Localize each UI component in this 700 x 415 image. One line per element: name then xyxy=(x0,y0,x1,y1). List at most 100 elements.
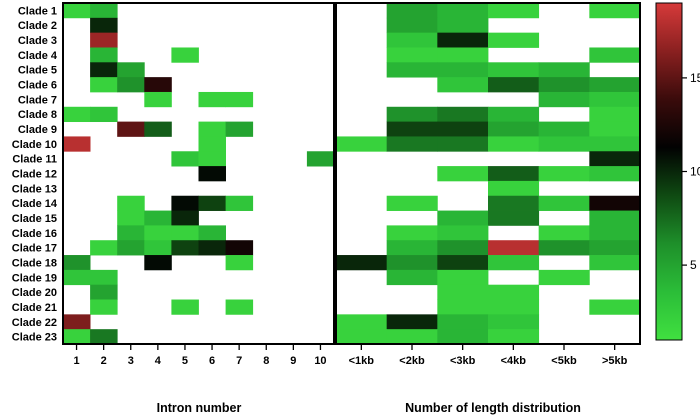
intron-heatmap-cell xyxy=(198,151,226,167)
intron-heatmap-cell xyxy=(117,195,145,211)
row-label: Clade 11 xyxy=(12,154,57,166)
intron-heatmap-cell xyxy=(117,121,145,137)
length-heatmap-cell xyxy=(336,136,388,152)
intron-heatmap-cell xyxy=(90,3,118,19)
intron-heatmap-cell xyxy=(171,47,199,63)
intron-heatmap-cell xyxy=(63,255,91,271)
length-heatmap-cell xyxy=(386,62,438,78)
intron-heatmap-cell xyxy=(90,240,118,256)
length-heatmap-cell xyxy=(538,225,590,241)
length-heatmap-cell xyxy=(488,240,540,256)
length-distribution-panel xyxy=(336,3,641,345)
row-labels: Clade 1 Clade 2 Clade 3 Clade 4 Clade 5 Clade… xyxy=(12,5,58,343)
length-heatmap-cell xyxy=(437,3,489,19)
intron-heatmap-cell xyxy=(63,106,91,123)
intron-tick-label: 9 xyxy=(290,355,296,367)
intron-heatmap-cell xyxy=(171,240,199,256)
length-tick-label: <5kb xyxy=(551,355,577,367)
length-heatmap-cell xyxy=(538,195,590,211)
length-heatmap-cell xyxy=(538,62,590,78)
intron-heatmap-cell xyxy=(90,329,118,345)
row-label: Clade 14 xyxy=(12,198,58,210)
length-tick-label: <1kb xyxy=(349,355,375,367)
length-heatmap-cell xyxy=(386,136,438,152)
intron-heatmap-cell xyxy=(171,151,199,167)
intron-heatmap-cell xyxy=(198,121,226,137)
length-heatmap-cell xyxy=(488,106,540,123)
intron-heatmap-cell xyxy=(198,240,226,256)
intron-heatmap-cell xyxy=(144,225,172,241)
intron-heatmap-cell xyxy=(63,3,91,19)
row-label: Clade 8 xyxy=(18,109,57,121)
row-label: Clade 2 xyxy=(18,20,57,32)
length-heatmap-cell xyxy=(386,255,438,271)
length-heatmap-cell xyxy=(437,106,489,123)
intron-heatmap-cell xyxy=(63,329,91,345)
intron-heatmap-cell xyxy=(171,299,199,315)
intron-tick-label: 7 xyxy=(236,355,242,367)
length-heatmap-cell xyxy=(538,166,590,182)
length-heatmap-cell xyxy=(488,62,540,78)
intron-number-panel xyxy=(63,3,335,345)
length-heatmap-cell xyxy=(589,91,641,108)
x-tick-marks: 1 2 3 4 5 6 7 8 9 10 <1kb <2kb <3kb <4kb <5kb >5kb xyxy=(73,344,628,367)
colorbar xyxy=(655,2,683,341)
intron-heatmap-cell xyxy=(117,225,145,241)
length-heatmap-cell xyxy=(589,166,641,182)
length-heatmap-cell xyxy=(437,240,489,256)
row-label: Clade 20 xyxy=(12,287,57,299)
intron-heatmap-cell xyxy=(117,62,145,78)
length-heatmap-cell xyxy=(386,106,438,123)
intron-heatmap-cell xyxy=(198,166,226,182)
row-label: Clade 23 xyxy=(12,332,57,344)
intron-heatmap-cell xyxy=(225,121,254,137)
length-heatmap-cell xyxy=(589,121,641,137)
intron-tick-label: 4 xyxy=(155,355,162,367)
length-heatmap-cell xyxy=(488,210,540,226)
length-heatmap-cell xyxy=(589,195,641,211)
length-heatmap-cell xyxy=(437,329,489,345)
colorbar-tick-label: 15 xyxy=(690,71,700,85)
length-heatmap-cell xyxy=(386,47,438,63)
row-label: Clade 12 xyxy=(12,169,57,181)
intron-tick-label: 6 xyxy=(209,355,215,367)
length-heatmap-cell xyxy=(488,195,540,211)
intron-heatmap-cell xyxy=(306,151,335,167)
length-heatmap-cell xyxy=(589,255,641,271)
length-heatmap-cell xyxy=(336,329,388,345)
length-heatmap-cell xyxy=(488,121,540,137)
intron-heatmap-cell xyxy=(90,269,118,286)
intron-tick-label: 8 xyxy=(263,355,269,367)
length-heatmap-cell xyxy=(538,91,590,108)
length-heatmap-cell xyxy=(488,329,540,345)
length-heatmap-cell xyxy=(386,121,438,137)
length-heatmap-cell xyxy=(589,225,641,241)
length-heatmap-cell xyxy=(437,269,489,286)
length-heatmap-cell xyxy=(336,314,388,330)
intron-heatmap-cell xyxy=(90,299,118,315)
length-heatmap-cell xyxy=(589,210,641,226)
length-heatmap-cell xyxy=(386,17,438,34)
length-heatmap-cell xyxy=(589,299,641,315)
row-label: Clade 1 xyxy=(18,5,57,17)
length-heatmap-cell xyxy=(437,314,489,330)
intron-heatmap-cell xyxy=(90,284,118,300)
row-label: Clade 22 xyxy=(12,317,57,329)
length-heatmap-cell xyxy=(488,180,540,197)
length-heatmap-cell xyxy=(386,3,438,19)
length-heatmap-cell xyxy=(538,269,590,286)
length-heatmap-cell xyxy=(437,62,489,78)
length-heatmap-cell xyxy=(386,269,438,286)
length-heatmap-cell xyxy=(488,314,540,330)
length-heatmap-cell xyxy=(488,299,540,315)
length-heatmap-cell xyxy=(437,47,489,63)
intron-heatmap-cell xyxy=(198,225,226,241)
intron-heatmap-cell xyxy=(225,255,254,271)
intron-heatmap-cell xyxy=(63,269,91,286)
length-heatmap-cell xyxy=(538,121,590,137)
length-heatmap-cell xyxy=(538,136,590,152)
intron-heatmap-cell xyxy=(225,91,254,108)
intron-heatmap-cell xyxy=(144,91,172,108)
length-heatmap-cell xyxy=(589,136,641,152)
intron-number-axis-label: Intron number xyxy=(157,401,242,415)
